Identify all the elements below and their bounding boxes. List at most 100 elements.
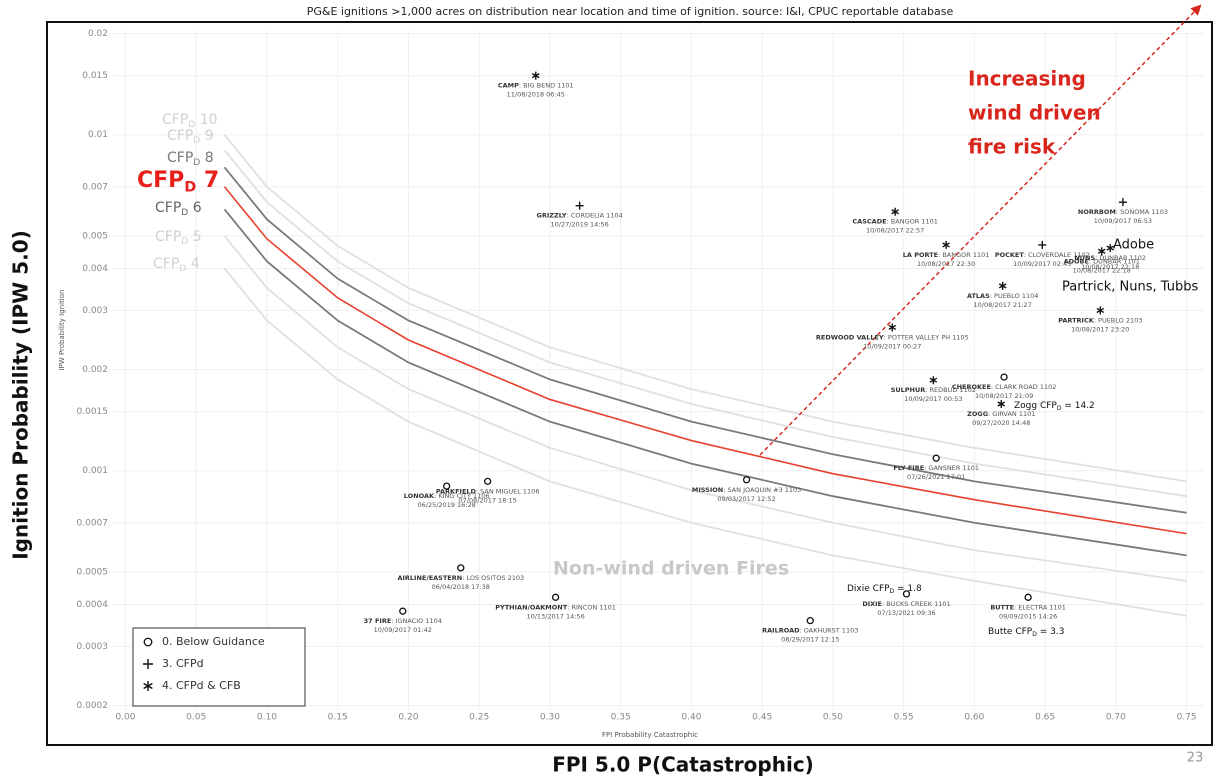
zogg-annotation: Zogg CFPD = 14.2 (1014, 401, 1095, 412)
curve-label: CFPD 8 (167, 150, 214, 168)
x-tick-label: 0.55 (894, 713, 914, 723)
point-feeder: : DUNBAR 1101 (1089, 257, 1140, 265)
chart-frame (46, 21, 1213, 746)
legend-label: 0. Below Guidance (162, 635, 265, 648)
legend-box (132, 627, 306, 707)
non-wind-annotation: Non-wind driven Fires (553, 558, 789, 580)
point-date: 07/26/2021 17:01 (907, 473, 965, 481)
x-tick-label: 0.40 (681, 713, 701, 723)
point (888, 323, 897, 332)
point-feeder: : BUCKS CREEK 1101 (882, 600, 951, 608)
partrick-annotation: Partrick, Nuns, Tubbs (1062, 280, 1199, 295)
y-tick-label: 0.0007 (77, 518, 109, 528)
point-label: NUNS: DUNBAR 1102 (1074, 254, 1146, 262)
x-tick-label: 0.05 (186, 713, 206, 723)
curve-label-base: CFP (155, 229, 181, 245)
point-date: 08/29/2017 12:15 (781, 636, 839, 644)
point (1096, 306, 1105, 315)
point-feeder: : PUEBLO 2103 (1094, 316, 1143, 324)
point-date: 09/27/2020 14:48 (972, 419, 1030, 427)
point-feeder: : GIRVAN 1101 (988, 410, 1035, 418)
point (942, 240, 950, 249)
point-label: ZOGG: GIRVAN 1101 (967, 410, 1035, 418)
point-name: 37 FIRE (364, 617, 392, 625)
point (457, 564, 465, 572)
curve-label-sub: D (179, 264, 186, 274)
point-label: ADOBE: DUNBAR 1101 (1064, 257, 1140, 265)
point (742, 476, 751, 484)
x-axis-label: FPI Probability Catastrophic (602, 731, 698, 739)
curve-label-num: 6 (188, 200, 201, 216)
point-label: FLY FIRE: GANSNER 1101 (893, 464, 979, 472)
curve-label-num: 9 (200, 128, 213, 144)
butte-annotation: Butte CFPD = 3.3 (988, 627, 1064, 638)
page-number: 23 (1187, 751, 1204, 766)
point-date: 10/09/2017 02:45 (1013, 260, 1071, 268)
point-date: 10/08/2017 22:18 (1073, 266, 1131, 274)
y-tick-label: 0.0015 (77, 407, 109, 417)
point-name: BUTTE (990, 603, 1014, 611)
y-tick-label: 0.005 (82, 231, 108, 241)
point-label: LA PORTE: BANGOR 1101 (903, 251, 990, 259)
point-feeder: : BANGOR 1101 (938, 251, 989, 259)
curve-label-sub: D (181, 208, 188, 218)
point-feeder: : CLARK ROAD 1102 (991, 383, 1056, 391)
point-name: ADOBE (1064, 257, 1089, 265)
curves (223, 134, 1187, 617)
point-date: 09/03/2017 12:52 (717, 495, 775, 503)
x-tick-label: 0.45 (752, 713, 772, 723)
point-label: CAMP: BIG BEND 1101 (498, 82, 574, 90)
y-tick-label: 0.02 (88, 29, 108, 39)
curve-label-base: CFP (155, 200, 181, 216)
point (998, 281, 1007, 290)
curve-label-num: 5 (188, 229, 201, 245)
curve-label: CFPD 4 (153, 256, 200, 274)
point-date: 10/09/2017 01:42 (374, 626, 432, 634)
point-feeder: : LOS OSITOS 2103 (462, 574, 524, 582)
point-name: SULPHUR (891, 386, 926, 394)
point-date: 10/27/2019 14:56 (551, 221, 609, 229)
point (531, 71, 540, 80)
legend-marker (143, 681, 153, 691)
point (1000, 373, 1008, 381)
curve-label-sub: D (181, 237, 188, 247)
annotation-line: Increasing (968, 67, 1086, 91)
point (1024, 593, 1032, 601)
cfp-curve (223, 149, 1187, 498)
point-label: NORRBOM: SONOMA 1103 (1078, 208, 1168, 216)
x-tick-label: 0.35 (611, 713, 631, 723)
point-feeder: : ELECTRA 1101 (1014, 603, 1066, 611)
point-name: PARKFIELD (436, 487, 477, 495)
y-tick-label: 0.0003 (77, 642, 109, 652)
point-name: CHEROKEE (952, 383, 991, 391)
x-tick-label: 0.10 (257, 713, 277, 723)
x-tick-label: 0.00 (115, 713, 135, 723)
point (399, 607, 407, 615)
point (551, 593, 560, 601)
point-date: 10/13/2017 14:56 (526, 612, 584, 620)
point-feeder: : CLOVERDALE 1102 (1024, 251, 1090, 259)
point (997, 400, 1006, 408)
point-date: 07/13/2021 09:36 (877, 609, 935, 617)
point-name: GRIZZLY (537, 212, 567, 220)
point-label: GRIZZLY: CORDELIA 1104 (537, 212, 623, 220)
cfp-curve (223, 134, 1187, 483)
point-date: 06/04/2018 17:38 (432, 583, 490, 591)
curve-label: CFPD 5 (155, 229, 202, 247)
point-label: CASCADE: BANGOR 1101 (852, 218, 937, 226)
curve-label-base: CFP (162, 112, 188, 128)
point-name: PARTRICK (1058, 316, 1095, 324)
point-date: 10/08/2017 22:18 (1081, 263, 1139, 271)
point-name: MISSION (692, 486, 723, 494)
point-date: 10/08/2017 22:30 (917, 260, 975, 268)
x-tick-label: 0.75 (1177, 713, 1197, 723)
x-tick-label: 0.65 (1035, 713, 1055, 723)
point-label: MISSION: SAN JOAQUIN #3 1103 (692, 486, 801, 494)
point-label: PARTRICK: PUEBLO 2103 (1058, 316, 1142, 324)
point-name: CASCADE (852, 218, 886, 226)
point-feeder: : PUEBLO 1104 (990, 292, 1039, 300)
point-label: RAILROAD: OAKHURST 1103 (762, 627, 858, 635)
point-name: AIRLINE/EASTERN (397, 574, 462, 582)
